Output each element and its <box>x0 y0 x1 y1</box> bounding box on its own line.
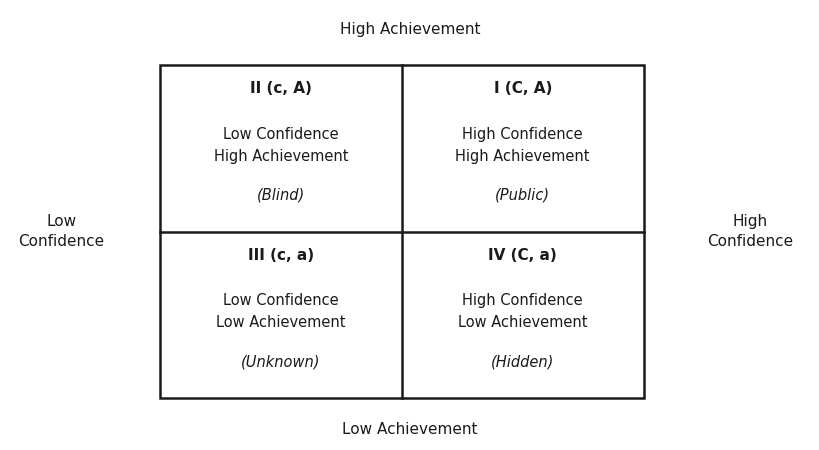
Text: (Blind): (Blind) <box>256 188 305 203</box>
Text: (Public): (Public) <box>495 188 550 203</box>
Text: Low
Confidence: Low Confidence <box>18 214 105 249</box>
Text: II (c, A): II (c, A) <box>250 81 311 96</box>
Text: IV (C, a): IV (C, a) <box>488 248 556 262</box>
Text: High Confidence
High Achievement: High Confidence High Achievement <box>455 126 590 164</box>
Text: (Hidden): (Hidden) <box>491 354 554 369</box>
Text: III (c, a): III (c, a) <box>247 248 314 262</box>
Text: Low Confidence
Low Achievement: Low Confidence Low Achievement <box>216 293 345 330</box>
Text: I (C, A): I (C, A) <box>493 81 551 96</box>
Text: High Achievement: High Achievement <box>339 22 480 37</box>
Text: (Unknown): (Unknown) <box>241 354 320 369</box>
Text: High
Confidence: High Confidence <box>706 214 793 249</box>
Bar <box>160 65 643 398</box>
Text: High Confidence
Low Achievement: High Confidence Low Achievement <box>458 293 586 330</box>
Text: Low Confidence
High Achievement: Low Confidence High Achievement <box>213 126 348 164</box>
Text: Low Achievement: Low Achievement <box>342 422 477 437</box>
